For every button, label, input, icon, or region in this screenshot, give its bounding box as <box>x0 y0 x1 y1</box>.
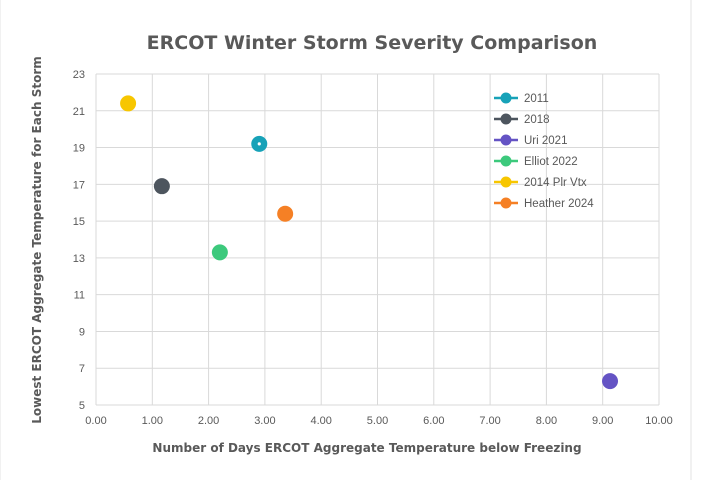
legend-item: Elliot 2022 <box>494 155 578 168</box>
legend-marker <box>500 197 512 209</box>
y-tick-label: 5 <box>79 400 85 412</box>
data-point-center <box>257 142 261 146</box>
x-tick-label: 8.00 <box>536 415 557 427</box>
x-axis-label: Number of Days ERCOT Aggregate Temperatu… <box>152 441 581 455</box>
legend: 2011 2018 Uri 2021 Elliot 2022 2014 Plr Vtx H… <box>494 92 594 210</box>
data-points <box>120 95 619 390</box>
y-tick-label: 15 <box>73 216 85 228</box>
y-tick-label: 11 <box>74 290 85 302</box>
y-tick-label: 9 <box>79 326 85 338</box>
grid-lines <box>95 73 660 406</box>
x-tick-label: 4.00 <box>310 415 331 427</box>
data-point <box>602 373 619 390</box>
y-tick-label: 21 <box>73 106 85 118</box>
legend-label: Uri 2021 <box>524 135 567 147</box>
legend-marker <box>500 155 512 167</box>
y-tick-label: 13 <box>73 253 85 265</box>
legend-marker <box>500 134 512 146</box>
legend-label: Heather 2024 <box>524 198 594 210</box>
x-tick-label: 3.00 <box>254 415 275 427</box>
legend-marker <box>500 176 512 188</box>
x-tick-label: 0.00 <box>85 415 106 427</box>
y-tick-label: 19 <box>73 143 85 155</box>
y-tick-label: 23 <box>73 69 85 81</box>
data-point <box>277 205 294 222</box>
x-tick-label: 5.00 <box>367 415 388 427</box>
data-point <box>153 178 170 195</box>
legend-label: Elliot 2022 <box>524 156 578 168</box>
legend-marker <box>500 113 512 125</box>
legend-item: 2011 <box>494 92 549 105</box>
y-axis-ticks: 5 7 9 11 13 15 17 19 21 23 <box>73 69 85 412</box>
legend-label: 2014 Plr Vtx <box>524 177 587 189</box>
y-axis-label: Lowest ERCOT Aggregate Temperature for E… <box>30 56 44 423</box>
legend-item: 2014 Plr Vtx <box>494 176 587 189</box>
x-tick-label: 6.00 <box>423 415 444 427</box>
x-tick-label: 2.00 <box>198 415 219 427</box>
legend-item: Uri 2021 <box>494 134 567 147</box>
y-tick-label: 17 <box>73 179 85 191</box>
x-tick-label: 10.00 <box>645 415 673 427</box>
x-tick-label: 7.00 <box>479 415 500 427</box>
legend-label: 2018 <box>524 114 550 126</box>
y-tick-label: 7 <box>79 363 85 375</box>
legend-item: Heather 2024 <box>494 197 594 210</box>
x-tick-label: 1.00 <box>142 415 163 427</box>
legend-item: 2018 <box>494 113 550 126</box>
data-point <box>211 244 228 261</box>
legend-marker <box>500 92 512 104</box>
legend-label: 2011 <box>524 93 549 105</box>
data-point <box>120 95 137 112</box>
chart-title: ERCOT Winter Storm Severity Comparison <box>147 32 598 54</box>
x-tick-label: 9.00 <box>592 415 613 427</box>
x-axis-ticks: 0.00 1.00 2.00 3.00 4.00 5.00 6.00 7.00 8.00 9.00… <box>85 415 672 427</box>
